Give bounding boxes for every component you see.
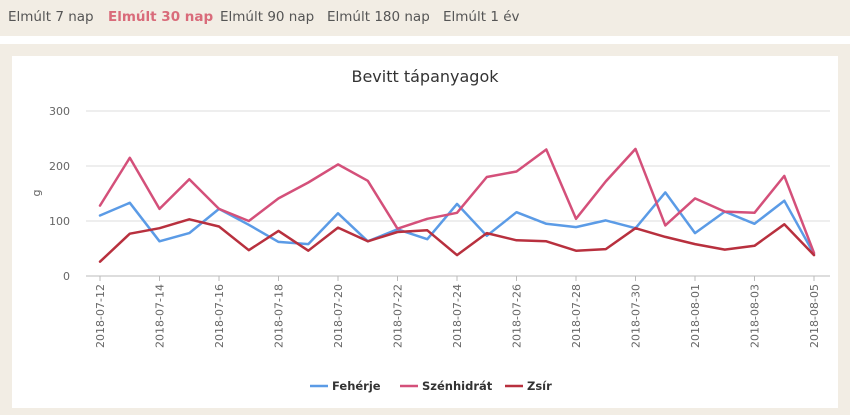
legend-label: Szénhidrát	[422, 379, 493, 393]
y-tick-label: 200	[49, 160, 70, 173]
x-tick-label: 2018-07-20	[332, 284, 345, 348]
x-tick-label: 2018-07-12	[94, 284, 107, 348]
y-axis-label: g	[30, 190, 43, 197]
series-line	[98, 218, 816, 263]
x-tick-label: 2018-07-24	[451, 284, 464, 348]
x-tick-label: 2018-07-16	[213, 284, 226, 348]
chart-title: Bevitt tápanyagok	[351, 67, 499, 86]
x-tick-label: 2018-07-30	[630, 284, 643, 348]
x-tick-label: 2018-08-05	[808, 284, 821, 348]
y-tick-label: 100	[49, 215, 70, 228]
x-tick-label: 2018-07-26	[511, 284, 524, 348]
tab-30-days[interactable]: Elmúlt 30 nap	[108, 9, 214, 25]
legend-label: Fehérje	[332, 379, 381, 393]
x-tick-label: 2018-07-14	[154, 284, 167, 348]
series-line	[98, 147, 816, 255]
chart-card	[12, 56, 838, 408]
x-tick-label: 2018-08-03	[749, 284, 762, 348]
legend-label: Zsír	[527, 379, 552, 393]
y-tick-label: 0	[63, 270, 70, 283]
x-tick-label: 2018-07-28	[570, 284, 583, 348]
y-tick-label: 300	[49, 105, 70, 118]
x-tick-label: 2018-07-22	[392, 284, 405, 348]
x-tick-label: 2018-07-18	[273, 284, 286, 348]
x-tick-label: 2018-08-01	[689, 284, 702, 348]
tab-7-days[interactable]: Elmúlt 7 nap	[8, 9, 94, 25]
tab-180-days[interactable]: Elmúlt 180 nap	[327, 9, 430, 25]
period-tabs: Elmúlt 7 nap Elmúlt 30 nap Elmúlt 90 nap…	[0, 0, 850, 36]
tab-1-year[interactable]: Elmúlt 1 év	[443, 9, 520, 25]
tab-90-days[interactable]: Elmúlt 90 nap	[220, 9, 315, 25]
